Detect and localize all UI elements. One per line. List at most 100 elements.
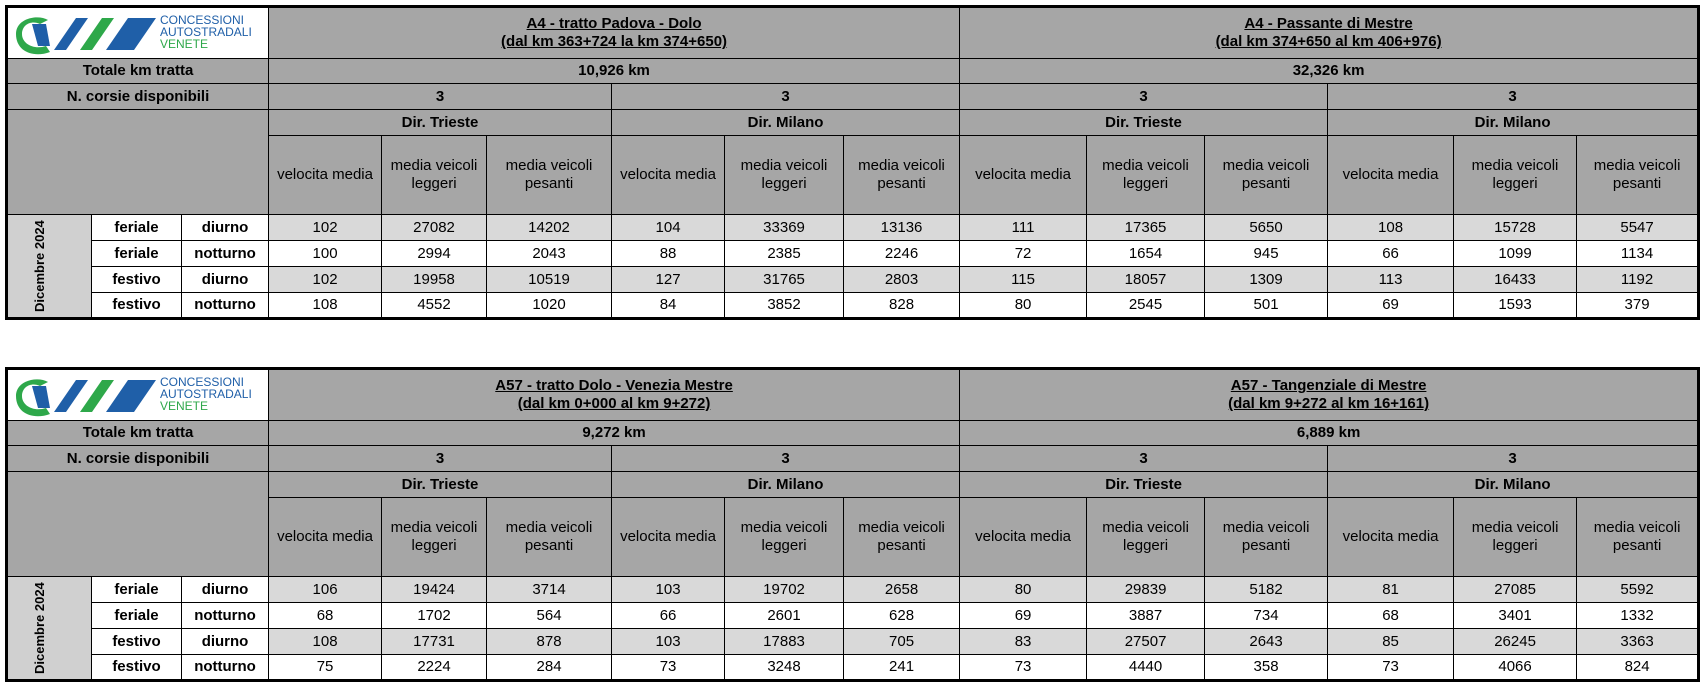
data-cell: 1593	[1453, 292, 1578, 319]
data-cell: 14202	[486, 214, 613, 241]
table-row: Totale km tratta 10,926 km 32,326 km	[5, 58, 1700, 84]
data-cell: 1702	[381, 602, 488, 629]
table-row: velocita media media veicoli leggeri media…	[7, 497, 1700, 577]
data-cell: 102	[268, 214, 383, 241]
section-title: A4 - tratto Padova - Dolo (dal km 363+724…	[268, 6, 961, 59]
data-cell: 26245	[1453, 628, 1578, 655]
section-title: A57 - Tangenziale di Mestre (dal km 9+272…	[959, 368, 1700, 421]
data-cell: 5592	[1576, 576, 1700, 603]
table-row: Dicembre 2024 feriale diurno 106 19424 3714 10…	[6, 576, 1700, 681]
data-cell: 824	[1576, 654, 1700, 681]
data-cell: 19958	[381, 266, 488, 293]
logo-line: CONCESSIONI	[160, 13, 245, 27]
data-cell: 106	[268, 576, 383, 603]
table-row: Dicembre 2024 feriale diurno 102 27082 14202 1…	[6, 214, 1700, 319]
data-cell: 2545	[1086, 292, 1206, 319]
total-label: Totale km tratta	[5, 420, 270, 446]
data-cell: 16433	[1453, 266, 1578, 293]
row-label: diurno	[180, 266, 270, 293]
data-cell: 358	[1204, 654, 1329, 681]
table-row: velocita media media veicoli leggeri media…	[7, 135, 1700, 215]
direction-name: Dir. Trieste	[959, 471, 1329, 498]
data-cell: 75	[268, 654, 383, 681]
table-row: CONCESSIONI AUTOSTRADALI VENETE A4 - tratto…	[5, 6, 1700, 59]
column-header: velocita media	[268, 497, 383, 577]
column-header: media veicoli pesanti	[1576, 135, 1700, 215]
data-table: CONCESSIONI AUTOSTRADALI VENETE A57 - tratt…	[5, 367, 1701, 682]
data-cell: 945	[1204, 240, 1329, 267]
data-cell: 111	[959, 214, 1088, 241]
row-label: festivo	[91, 292, 182, 319]
data-cell: 1020	[486, 292, 613, 319]
data-cell: 27507	[1086, 628, 1206, 655]
data-cell: 1332	[1576, 602, 1700, 629]
blank-header	[5, 471, 270, 577]
data-cell: 2994	[381, 240, 488, 267]
column-header: media veicoli pesanti	[1576, 497, 1700, 577]
column-header: media veicoli pesanti	[1204, 497, 1329, 577]
section-name: A57 - Tangenziale di Mestre	[1230, 377, 1427, 394]
column-header: media veicoli leggeri	[1086, 135, 1206, 215]
data-cell: 81	[1327, 576, 1455, 603]
data-cell: 84	[611, 292, 726, 319]
total-label: Totale km tratta	[5, 58, 270, 84]
data-cell: 102	[268, 266, 383, 293]
data-cell: 734	[1204, 602, 1329, 629]
data-cell: 4440	[1086, 654, 1206, 681]
data-cell: 3852	[724, 292, 845, 319]
data-cell: 10519	[486, 266, 613, 293]
section-range: (dal km 363+724 la km 374+650)	[501, 33, 728, 50]
column-header: velocita media	[611, 135, 726, 215]
lanes-label: N. corsie disponibili	[5, 445, 270, 472]
data-cell: 80	[959, 292, 1088, 319]
data-cell: 2643	[1204, 628, 1329, 655]
data-cell: 69	[959, 602, 1088, 629]
lanes-count: 3	[611, 83, 961, 110]
data-cell: 104	[611, 214, 726, 241]
lanes-count: 3	[1327, 445, 1700, 472]
row-label: feriale	[91, 214, 182, 241]
lanes-label: N. corsie disponibili	[5, 83, 270, 110]
row-label: feriale	[91, 602, 182, 629]
row-label: diurno	[180, 214, 270, 241]
data-cell: 13136	[843, 214, 961, 241]
logo-line: VENETE	[160, 37, 209, 51]
lanes-count: 3	[611, 445, 961, 472]
data-cell: 379	[1576, 292, 1700, 319]
data-cell: 2246	[843, 240, 961, 267]
data-cell: 17731	[381, 628, 488, 655]
data-cell: 1099	[1453, 240, 1578, 267]
data-cell: 878	[486, 628, 613, 655]
data-cell: 19702	[724, 576, 845, 603]
column-header: media veicoli pesanti	[1204, 135, 1329, 215]
data-cell: 17365	[1086, 214, 1206, 241]
lanes-count: 3	[959, 445, 1329, 472]
data-cell: 3363	[1576, 628, 1700, 655]
data-cell: 68	[1327, 602, 1455, 629]
data-cell: 1309	[1204, 266, 1329, 293]
data-cell: 27085	[1453, 576, 1578, 603]
lanes-count: 3	[959, 83, 1329, 110]
column-header: velocita media	[611, 497, 726, 577]
logo: CONCESSIONI AUTOSTRADALI VENETE	[5, 368, 270, 421]
direction-name: Dir. Milano	[611, 109, 961, 136]
direction-name: Dir. Trieste	[268, 471, 613, 498]
data-cell: 1654	[1086, 240, 1206, 267]
data-cell: 88	[611, 240, 726, 267]
row-label: feriale	[91, 240, 182, 267]
data-cell: 103	[611, 576, 726, 603]
lanes-count: 3	[268, 83, 613, 110]
data-cell: 85	[1327, 628, 1455, 655]
row-label: festivo	[91, 654, 182, 681]
data-cell: 72	[959, 240, 1088, 267]
row-label: diurno	[180, 628, 270, 655]
direction-name: Dir. Milano	[1327, 471, 1700, 498]
logo-text: CONCESSIONI AUTOSTRADALI VENETE	[160, 376, 252, 412]
logo-line: AUTOSTRADALI	[160, 387, 252, 401]
data-cell: 3248	[724, 654, 845, 681]
period-text: Dicembre 2024	[31, 582, 47, 674]
column-header: velocita media	[268, 135, 383, 215]
column-header: media veicoli leggeri	[1453, 497, 1578, 577]
